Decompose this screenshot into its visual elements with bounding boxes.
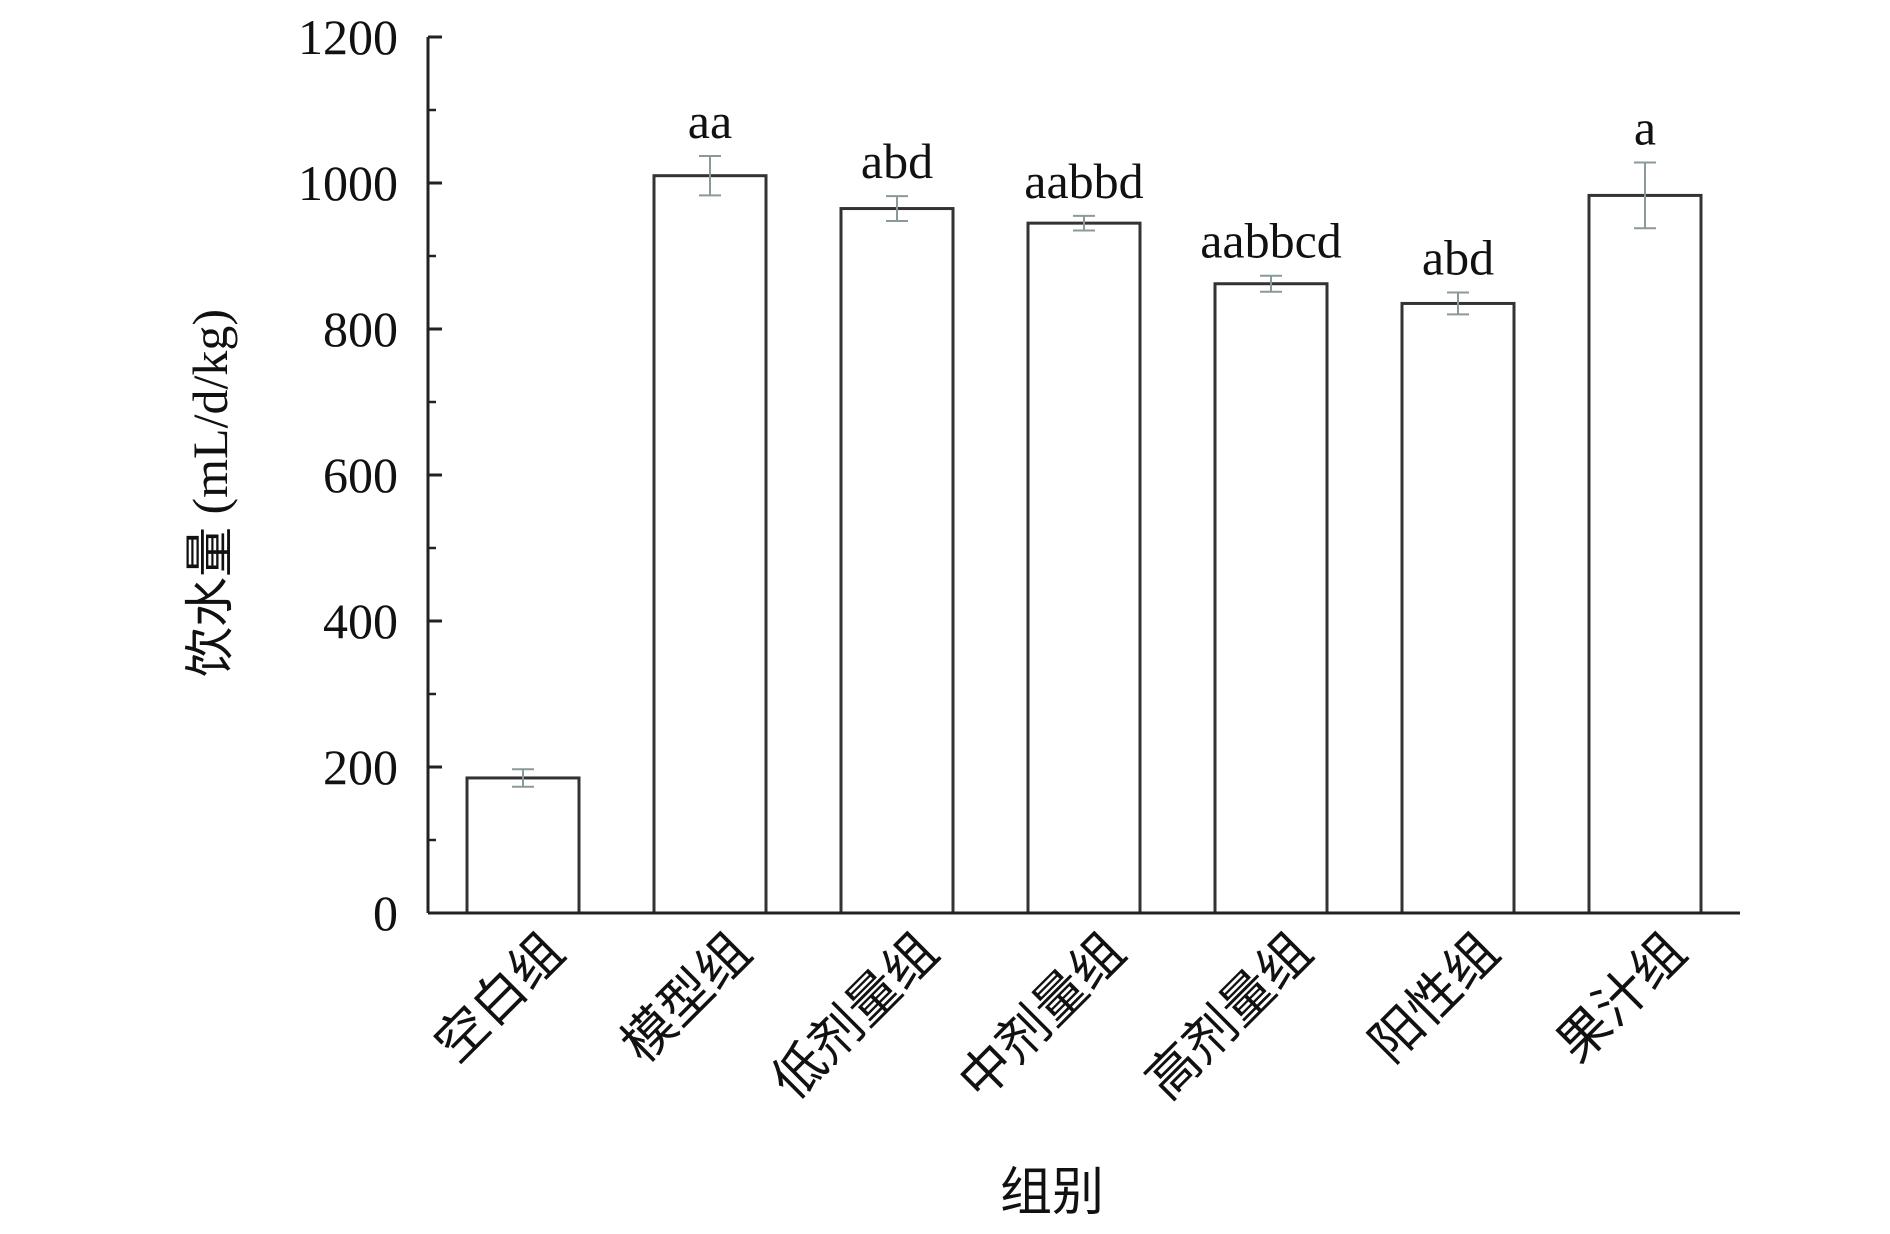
error-bar [1073, 214, 1095, 232]
x-tick-label: 中剂量组 [948, 922, 1138, 1112]
bar [652, 174, 768, 915]
y-tick-label: 0 [373, 885, 398, 941]
significance-label: aabbd [1024, 153, 1143, 209]
y-tick-label: 600 [323, 447, 398, 503]
y-tick-label: 400 [323, 593, 398, 649]
x-tick-label: 果汁组 [1545, 922, 1698, 1075]
x-tick-label: 低剂量组 [761, 922, 951, 1112]
error-bar [1634, 161, 1656, 230]
bar [1400, 301, 1516, 915]
y-tick-label: 1200 [298, 9, 398, 65]
significance-label: abd [861, 133, 933, 189]
error-bar [699, 154, 721, 197]
bar [1026, 221, 1142, 915]
significance-label: a [1634, 100, 1656, 156]
axes [426, 37, 1740, 915]
error-bars [512, 154, 1656, 788]
error-bar [1447, 291, 1469, 316]
bars [465, 174, 1703, 915]
x-tick-label: 空白组 [423, 922, 576, 1075]
bar [1213, 282, 1329, 915]
bar [839, 207, 955, 915]
significance-label: abd [1422, 230, 1494, 286]
y-tick-label: 200 [323, 739, 398, 795]
significance-label: aabbcd [1200, 213, 1342, 269]
bar [1587, 193, 1703, 915]
error-bar [886, 195, 908, 222]
y-tick-label: 1000 [298, 155, 398, 211]
x-tick-label: 高剂量组 [1135, 922, 1325, 1112]
y-tick-label: 800 [323, 301, 398, 357]
significance-label: aa [688, 93, 732, 149]
y-axis-title: 饮水量 (mL/d/kg) [182, 309, 238, 677]
error-bar [1260, 274, 1282, 293]
error-bar [512, 768, 534, 788]
x-tick-label: 阳性组 [1358, 922, 1511, 1075]
significance-labels: aa abd aabbd aabbcd abd a [688, 93, 1656, 286]
y-axis-ticks: 0 200 400 600 800 1000 1200 [298, 9, 442, 941]
x-tick-label: 模型组 [610, 922, 763, 1075]
x-axis-title: 组别 [1000, 1163, 1104, 1223]
bar [465, 776, 581, 915]
